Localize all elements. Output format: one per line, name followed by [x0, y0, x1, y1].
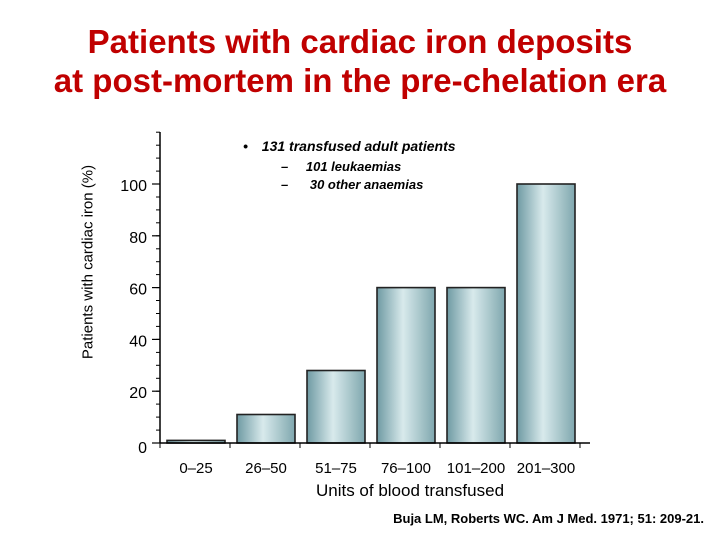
note-main-text: 131 transfused adult patients	[261, 138, 456, 154]
x-tick-label-4: 101–200	[447, 460, 505, 477]
x-tick-label-3: 76–100	[381, 460, 431, 477]
note-sub-2-text: 30 other anaemias	[309, 177, 424, 192]
bar-4	[446, 286, 506, 444]
note-sub-2: – 30 other anaemias	[281, 177, 423, 192]
note-dash-2: –	[281, 177, 289, 192]
x-tick-label-0: 0–25	[179, 460, 212, 477]
x-axis-label: Units of blood transfused	[315, 481, 505, 500]
bar-2	[306, 369, 366, 444]
y-tick-label-5: 100	[120, 178, 147, 195]
y-tick-label-4: 80	[129, 230, 147, 247]
chart-title: Patients with cardiac iron deposits at p…	[0, 22, 720, 100]
note-sub-1: – 101 leukaemias	[281, 159, 401, 174]
note-dash-1: –	[281, 159, 289, 174]
y-tick-label-0: 0	[138, 440, 147, 457]
x-tick-label-1: 26–50	[245, 460, 287, 477]
bar-3	[376, 286, 436, 444]
citation: Buja LM, Roberts WC. Am J Med. 1971; 51:…	[393, 511, 704, 526]
chart-title-line-2: at post-mortem in the pre-chelation era	[53, 62, 667, 99]
note-main: • 131 transfused adult patients	[243, 138, 456, 154]
y-tick-label-1: 20	[129, 385, 147, 402]
chart-title-line-1: Patients with cardiac iron deposits	[87, 23, 633, 60]
note-bullet: •	[243, 138, 248, 154]
bar-1	[236, 413, 296, 444]
bar-5	[516, 183, 576, 444]
note-sub-1-text: 101 leukaemias	[305, 159, 402, 174]
y-tick-label-3: 60	[129, 282, 147, 299]
x-tick-label-2: 51–75	[315, 460, 357, 477]
y-tick-label-2: 40	[129, 333, 147, 350]
x-tick-label-5: 201–300	[517, 460, 575, 477]
